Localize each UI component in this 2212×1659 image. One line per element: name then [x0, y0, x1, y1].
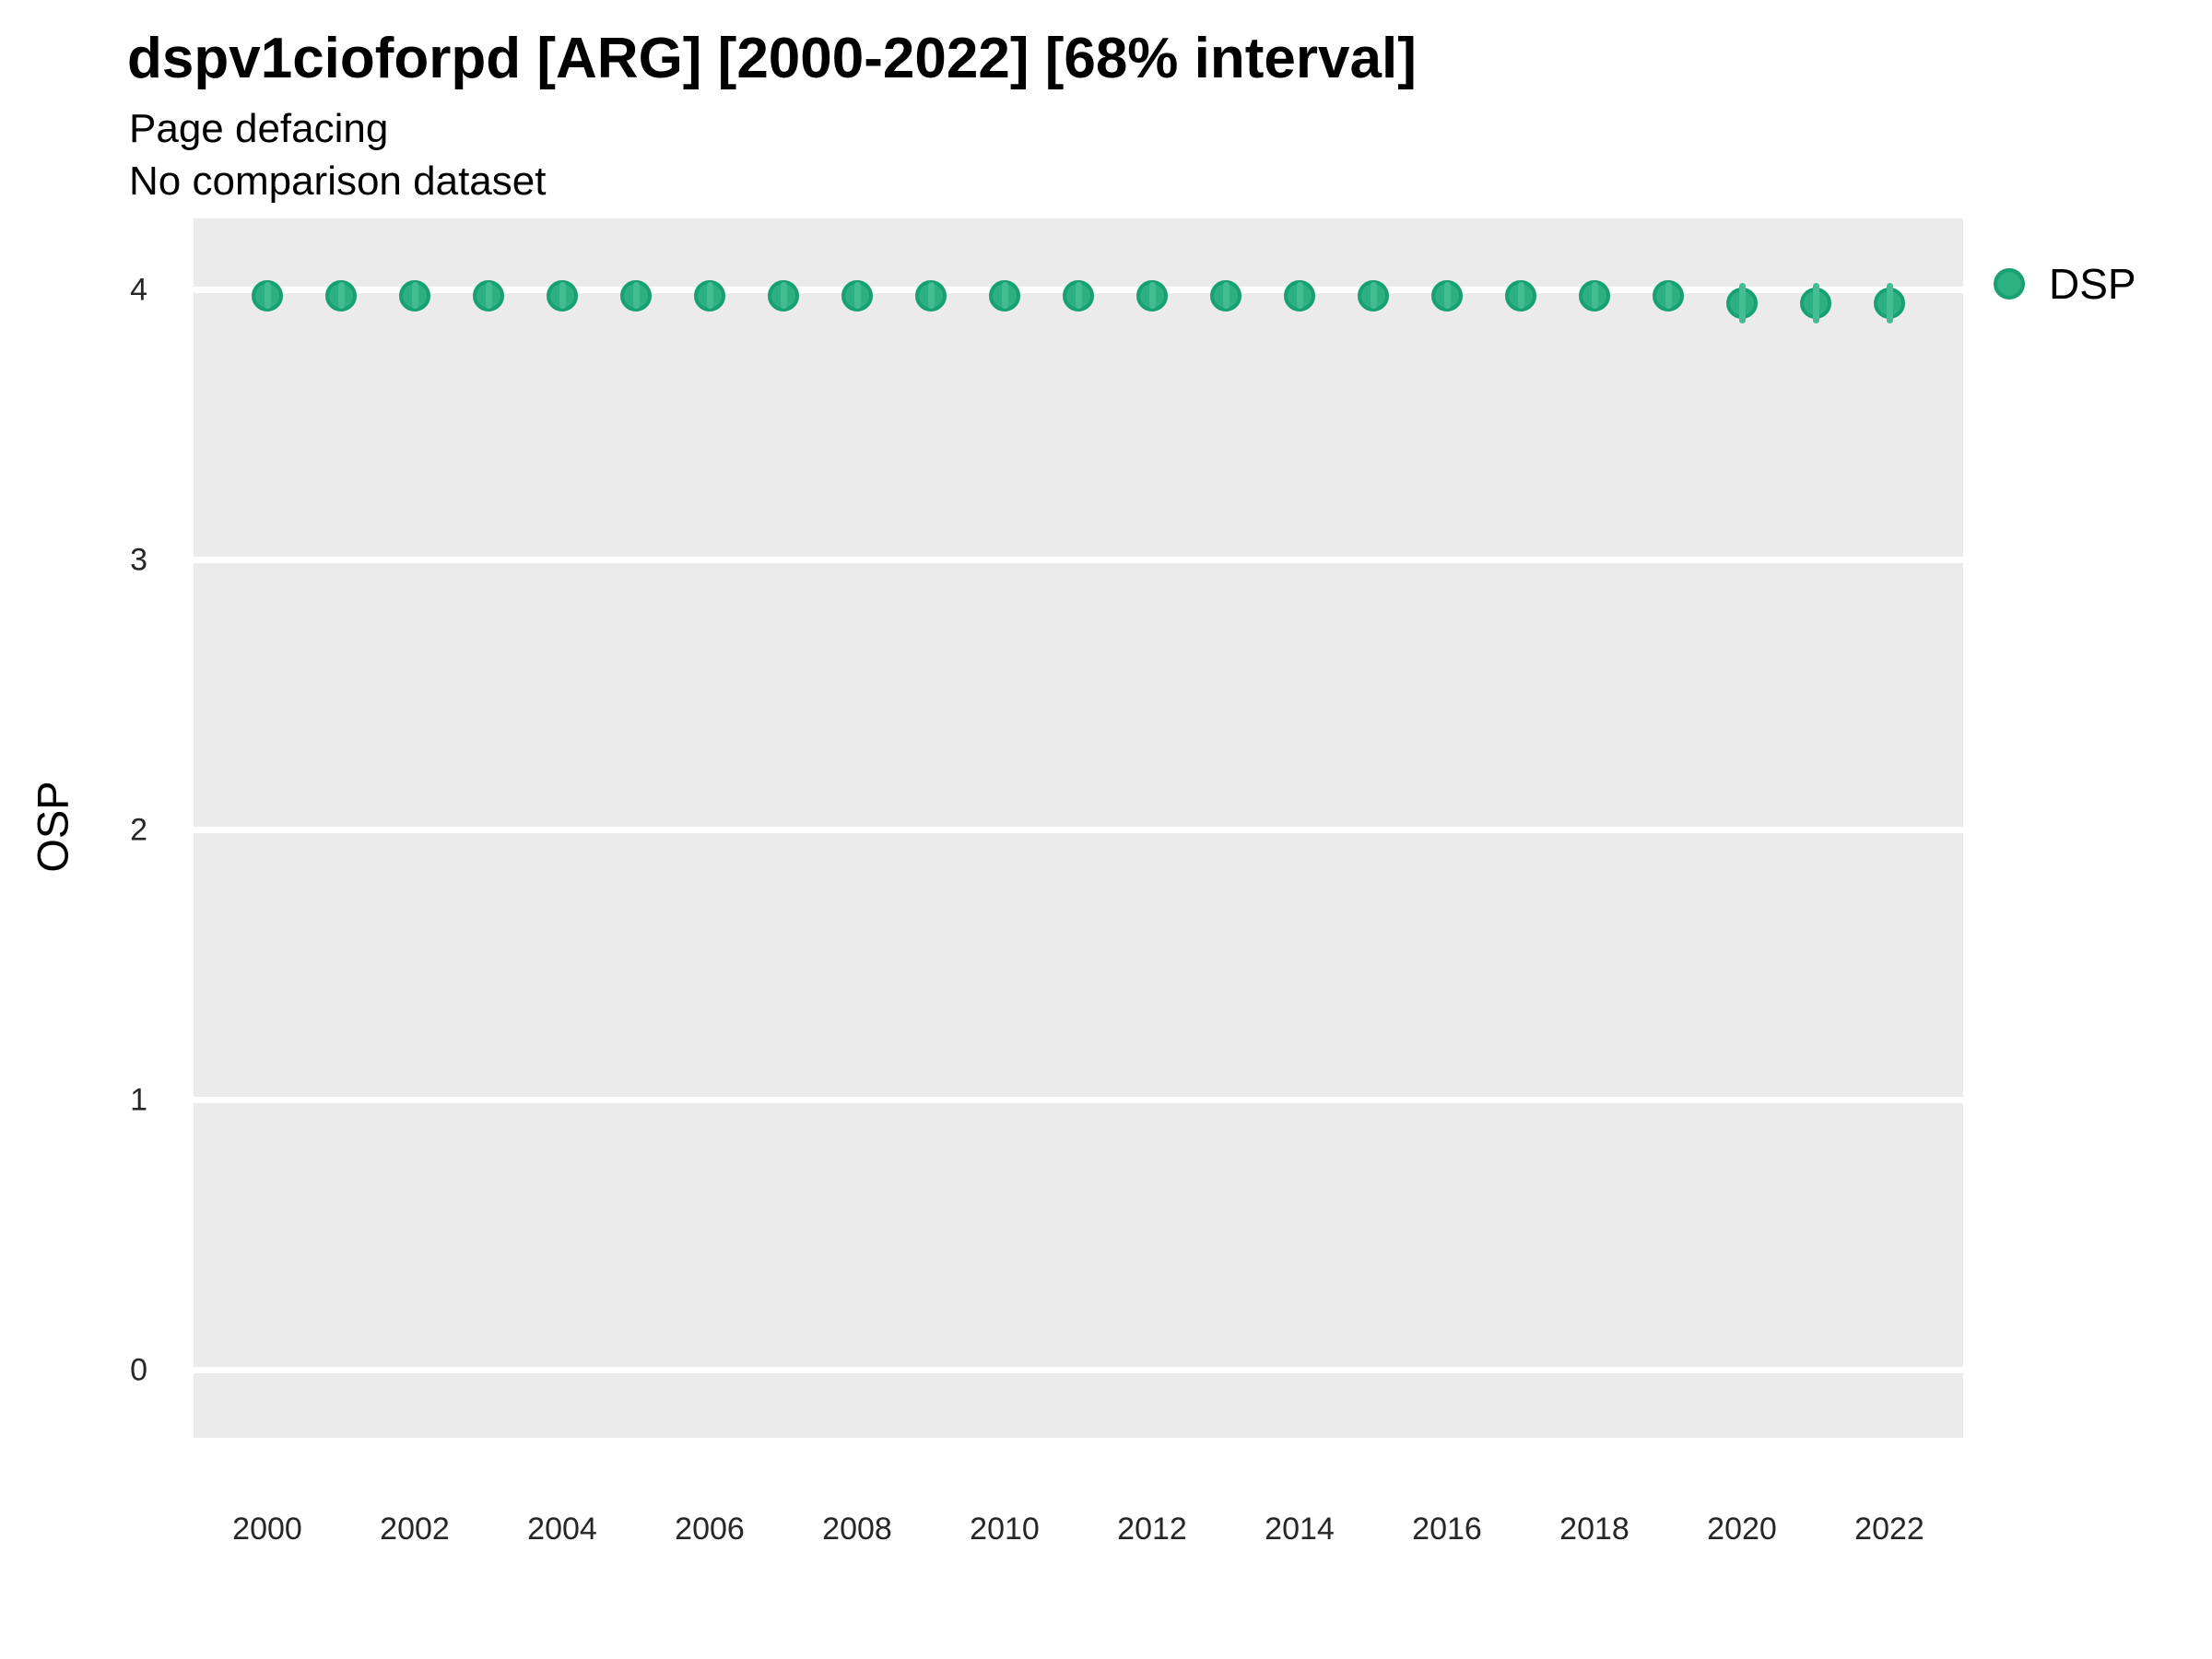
y-tick-label-1: 1 — [130, 1082, 147, 1118]
legend-dsp-dot-icon — [1994, 268, 2025, 300]
interval-line-2022 — [1886, 283, 1893, 324]
interval-line-2013 — [1222, 281, 1230, 310]
interval-line-2010 — [1001, 281, 1008, 310]
interval-line-2003 — [485, 281, 492, 310]
y-tick-label-4: 4 — [130, 272, 147, 308]
legend-dsp-label: DSP — [2049, 260, 2136, 308]
chart-title: dspv1cioforpd [ARG] [2000-2022] [68% int… — [127, 27, 1417, 90]
interval-line-2017 — [1517, 281, 1524, 310]
interval-line-2014 — [1296, 281, 1303, 310]
interval-line-2018 — [1591, 281, 1598, 310]
interval-line-2000 — [264, 281, 271, 310]
y-tick-label-2: 2 — [130, 812, 147, 848]
chart-subtitle-line1: Page defacing — [129, 106, 389, 151]
x-tick-label-2000: 2000 — [232, 1512, 302, 1547]
x-tick-label-2010: 2010 — [970, 1512, 1040, 1547]
chart-subtitle-line2: No comparison dataset — [129, 159, 547, 204]
x-tick-label-2008: 2008 — [822, 1512, 892, 1547]
x-tick-label-2020: 2020 — [1707, 1512, 1777, 1547]
interval-line-2011 — [1075, 281, 1082, 310]
y-tick-label-3: 3 — [130, 542, 147, 578]
x-tick-label-2016: 2016 — [1412, 1512, 1482, 1547]
gridline-y-0 — [194, 1367, 1963, 1374]
interval-line-2006 — [706, 281, 713, 310]
y-tick-label-0: 0 — [130, 1352, 147, 1388]
interval-line-2005 — [632, 281, 640, 310]
x-tick-label-2006: 2006 — [675, 1512, 745, 1547]
interval-line-2016 — [1443, 281, 1451, 310]
interval-line-2012 — [1148, 281, 1156, 310]
interval-line-2020 — [1738, 283, 1746, 324]
x-tick-label-2002: 2002 — [380, 1512, 450, 1547]
interval-line-2019 — [1665, 281, 1672, 310]
interval-line-2015 — [1370, 281, 1377, 310]
interval-line-2008 — [853, 281, 861, 310]
interval-line-2002 — [411, 281, 418, 310]
x-tick-label-2012: 2012 — [1117, 1512, 1187, 1547]
gridline-y-3 — [194, 557, 1963, 564]
interval-line-2007 — [780, 281, 787, 310]
gridline-y-1 — [194, 1097, 1963, 1104]
gridline-y-2 — [194, 827, 1963, 834]
data-point-2014 — [1284, 279, 1315, 312]
x-tick-label-2018: 2018 — [1559, 1512, 1630, 1547]
x-tick-label-2004: 2004 — [527, 1512, 597, 1547]
interval-line-2009 — [927, 281, 935, 310]
legend: DSP — [1994, 259, 2136, 309]
x-tick-label-2022: 2022 — [1854, 1512, 1924, 1547]
plot-area — [194, 218, 1963, 1438]
interval-line-2004 — [559, 281, 566, 310]
interval-line-2001 — [337, 281, 345, 310]
interval-line-2021 — [1812, 283, 1819, 324]
x-tick-label-2014: 2014 — [1265, 1512, 1335, 1547]
